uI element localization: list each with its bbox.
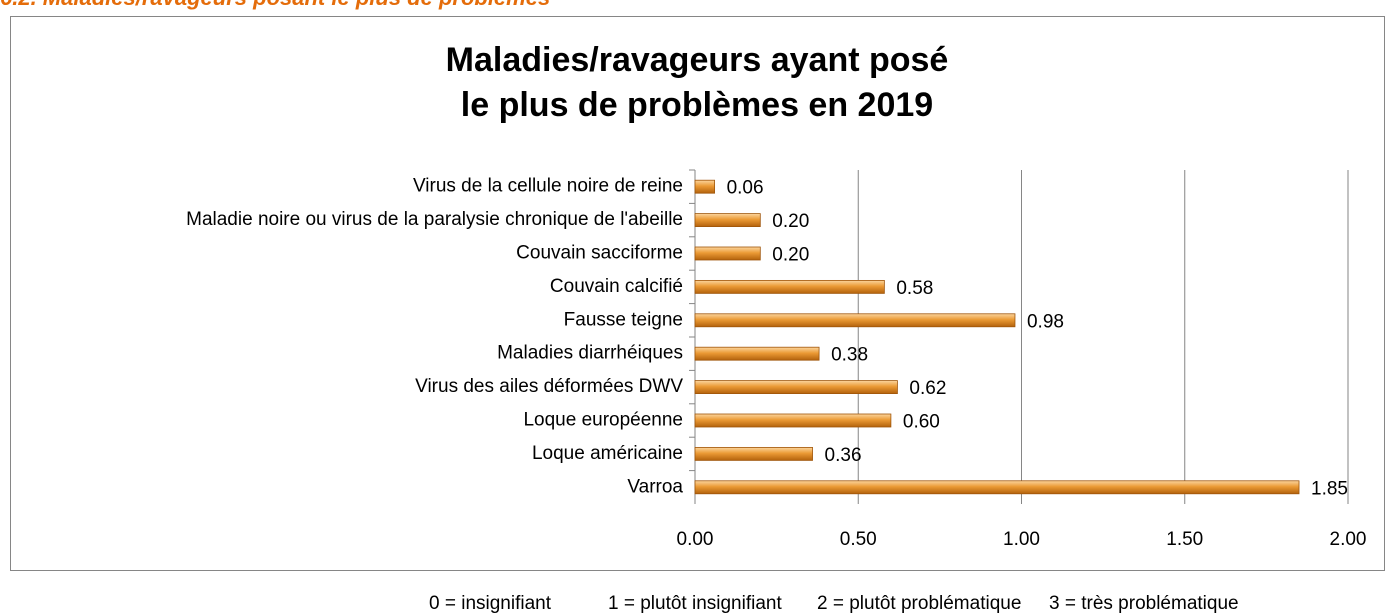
value-label: 0.60 <box>903 412 940 433</box>
footer-note: 1 = plutôt insignifiant <box>608 593 782 614</box>
bar <box>694 246 761 261</box>
x-tick-label: 1.00 <box>1003 529 1040 550</box>
footer-note: 2 = plutôt problématique <box>817 593 1021 614</box>
bar <box>694 480 1300 495</box>
value-label: 0.62 <box>909 378 946 399</box>
y-tick-label: Loque américaine <box>532 443 683 464</box>
bar <box>694 413 892 428</box>
value-label: 0.20 <box>772 245 809 266</box>
value-label: 1.85 <box>1311 478 1348 499</box>
y-tick-label: Fausse teigne <box>564 309 683 330</box>
value-label: 0.06 <box>727 178 764 199</box>
y-tick-label: Maladies diarrhéiques <box>497 343 683 364</box>
y-tick-label: Virus des ailes déformées DWV <box>415 376 683 397</box>
bar <box>694 346 820 361</box>
y-tick-label: Couvain sacciforme <box>516 243 683 264</box>
value-label: 0.38 <box>831 345 868 366</box>
y-tick-label: Virus de la cellule noire de reine <box>413 176 683 197</box>
footer-note: 3 = très problématique <box>1049 593 1239 614</box>
bar <box>694 313 1016 328</box>
value-label: 0.58 <box>896 278 933 299</box>
value-label: 0.98 <box>1027 311 1064 332</box>
chart-title: le plus de problèmes en 2019 <box>461 86 933 124</box>
bar <box>694 213 761 228</box>
value-label: 0.36 <box>825 445 862 466</box>
bar <box>694 179 715 194</box>
chart-title: Maladies/ravageurs ayant posé <box>446 41 949 79</box>
y-tick-label: Varroa <box>627 476 683 497</box>
bar <box>694 380 898 395</box>
x-tick-label: 2.00 <box>1330 529 1367 550</box>
bar <box>694 279 885 294</box>
value-label: 0.20 <box>772 211 809 232</box>
bar <box>694 446 813 461</box>
y-tick-label: Maladie noire ou virus de la paralysie c… <box>186 209 683 230</box>
x-tick-label: 1.50 <box>1166 529 1203 550</box>
x-tick-label: 0.00 <box>677 529 714 550</box>
y-tick-label: Couvain calcifié <box>550 276 683 297</box>
y-tick-label: Loque européenne <box>523 410 683 431</box>
footer-note: 0 = insignifiant <box>429 593 552 614</box>
section-heading: 6.2. Maladies/ravageurs posant le plus d… <box>0 0 550 10</box>
x-tick-label: 0.50 <box>840 529 877 550</box>
